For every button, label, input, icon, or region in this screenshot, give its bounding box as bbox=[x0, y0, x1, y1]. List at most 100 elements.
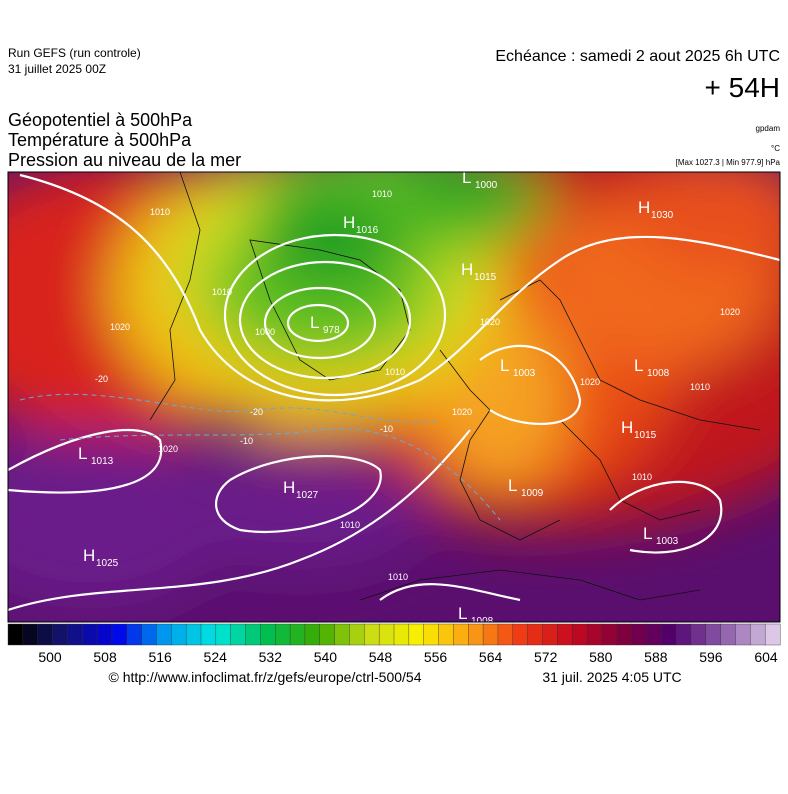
colorbar-swatch bbox=[200, 623, 217, 646]
pressure-value: 1015 bbox=[634, 430, 657, 441]
colorbar-swatch bbox=[245, 623, 261, 646]
map-frame bbox=[7, 171, 781, 623]
colorbar-swatch bbox=[616, 623, 633, 646]
pressure-value: 1003 bbox=[656, 536, 679, 547]
colorbar-tick-label: 596 bbox=[699, 649, 723, 665]
colorbar-swatch bbox=[334, 623, 350, 646]
colorbar-swatch bbox=[557, 623, 573, 646]
colorbar-swatch bbox=[586, 623, 603, 646]
colorbar-swatch bbox=[289, 623, 306, 646]
pressure-kind: H bbox=[638, 198, 650, 217]
colorbar-swatch bbox=[304, 623, 321, 646]
pressure-value: 1016 bbox=[356, 225, 379, 236]
pressure-value: 1025 bbox=[96, 558, 119, 569]
pressure-value: 1027 bbox=[296, 490, 319, 501]
contour-label: 1010 bbox=[385, 367, 405, 377]
colorbar-tick-label: 524 bbox=[204, 649, 228, 665]
colorbar-tick-label: 540 bbox=[314, 649, 338, 665]
colorbar-swatch bbox=[393, 623, 410, 646]
pressure-value: 1008 bbox=[471, 616, 494, 627]
colorbar-swatch bbox=[601, 623, 618, 646]
colorbar-tick-label: 572 bbox=[534, 649, 558, 665]
colorbar-swatch bbox=[52, 623, 68, 646]
colorbar-tick-label: 500 bbox=[38, 649, 62, 665]
unit-label: [Max 1027.3 | Min 977.9] hPa bbox=[676, 158, 781, 167]
isotherms bbox=[19, 393, 501, 521]
contour-label: -20 bbox=[95, 374, 108, 384]
colorbar-swatch bbox=[82, 623, 98, 646]
colorbar-swatch bbox=[735, 623, 751, 646]
contour-label: 1020 bbox=[158, 444, 178, 454]
colorbar-swatch bbox=[364, 623, 380, 646]
colorbar-tick-label: 556 bbox=[424, 649, 448, 665]
contour-label: -20 bbox=[250, 407, 263, 417]
colorbar-swatch bbox=[171, 623, 187, 646]
colorbar-swatch bbox=[497, 623, 514, 646]
colorbar-swatch bbox=[67, 623, 83, 646]
run-label: Run GEFS (run controle) bbox=[8, 46, 141, 60]
colorbar-swatch bbox=[423, 623, 440, 646]
field-title: Pression au niveau de la mer bbox=[8, 150, 241, 170]
colorbar-swatch bbox=[319, 623, 336, 646]
pressure-kind: L bbox=[310, 313, 319, 332]
pressure-value: 1009 bbox=[521, 488, 544, 499]
isobars bbox=[8, 173, 780, 612]
colorbar-swatch bbox=[631, 623, 647, 646]
colorbar-swatch bbox=[750, 623, 766, 646]
pressure-kind: L bbox=[508, 476, 517, 495]
contour-label: 1010 bbox=[690, 382, 710, 392]
unit-label: gpdam bbox=[756, 124, 781, 133]
pressure-kind: L bbox=[643, 524, 652, 543]
colorbar-swatch bbox=[646, 623, 662, 646]
pressure-value: 1000 bbox=[475, 180, 498, 191]
colorbar-swatch bbox=[482, 623, 499, 646]
colorbar-swatch bbox=[438, 623, 454, 646]
pressure-value: 1003 bbox=[513, 368, 536, 379]
pressure-kind: H bbox=[343, 213, 355, 232]
field-title: Géopotentiel à 500hPa bbox=[8, 110, 193, 130]
valid-time: Echéance : samedi 2 aout 2025 6h UTC bbox=[495, 48, 780, 65]
colorbar-swatch bbox=[705, 623, 722, 646]
colorbar-swatch bbox=[37, 623, 54, 646]
contour-label: -10 bbox=[380, 424, 393, 434]
contour-label: 1020 bbox=[110, 322, 130, 332]
colorbar-tick-label: 604 bbox=[754, 649, 778, 665]
pressure-kind: H bbox=[83, 546, 95, 565]
colorbar-tick-label: 532 bbox=[259, 649, 283, 665]
contour-label: 1010 bbox=[632, 472, 652, 482]
colorbar-swatch bbox=[349, 623, 365, 646]
colorbar-swatch bbox=[260, 623, 276, 646]
contour-label: 1010 bbox=[212, 287, 232, 297]
colorbar-swatch bbox=[185, 623, 202, 646]
colorbar-swatch bbox=[156, 623, 172, 646]
colorbar-swatch bbox=[22, 623, 39, 646]
colorbar-swatch bbox=[527, 623, 543, 646]
colorbar-swatch bbox=[468, 623, 484, 646]
colorbar-swatch bbox=[141, 623, 157, 646]
contour-label: 1020 bbox=[580, 377, 600, 387]
coastlines bbox=[149, 172, 761, 601]
colorbar-swatch bbox=[96, 623, 113, 646]
pressure-kind: H bbox=[283, 478, 295, 497]
pressure-value: 1030 bbox=[651, 210, 674, 221]
footer-source: © http://www.infoclimat.fr/z/gefs/europe… bbox=[108, 669, 421, 685]
contour-label: 1010 bbox=[372, 189, 392, 199]
colorbar-swatch bbox=[453, 623, 469, 646]
colorbar-swatch bbox=[764, 623, 781, 646]
colorbar-tick-label: 564 bbox=[479, 649, 503, 665]
colorbar-swatch bbox=[230, 623, 247, 646]
pressure-kind: L bbox=[78, 444, 87, 463]
colorbar-swatch bbox=[542, 623, 558, 646]
colorbar-swatch bbox=[720, 623, 736, 646]
colorbar-swatch bbox=[111, 623, 128, 646]
pressure-value: 1013 bbox=[91, 456, 114, 467]
pressure-kind: H bbox=[621, 418, 633, 437]
pressure-value: 978 bbox=[323, 325, 340, 336]
colorbar-tick-label: 508 bbox=[93, 649, 117, 665]
colorbar-swatch bbox=[7, 623, 24, 646]
contour-label: 1010 bbox=[340, 520, 360, 530]
field-title: Température à 500hPa bbox=[8, 130, 192, 150]
